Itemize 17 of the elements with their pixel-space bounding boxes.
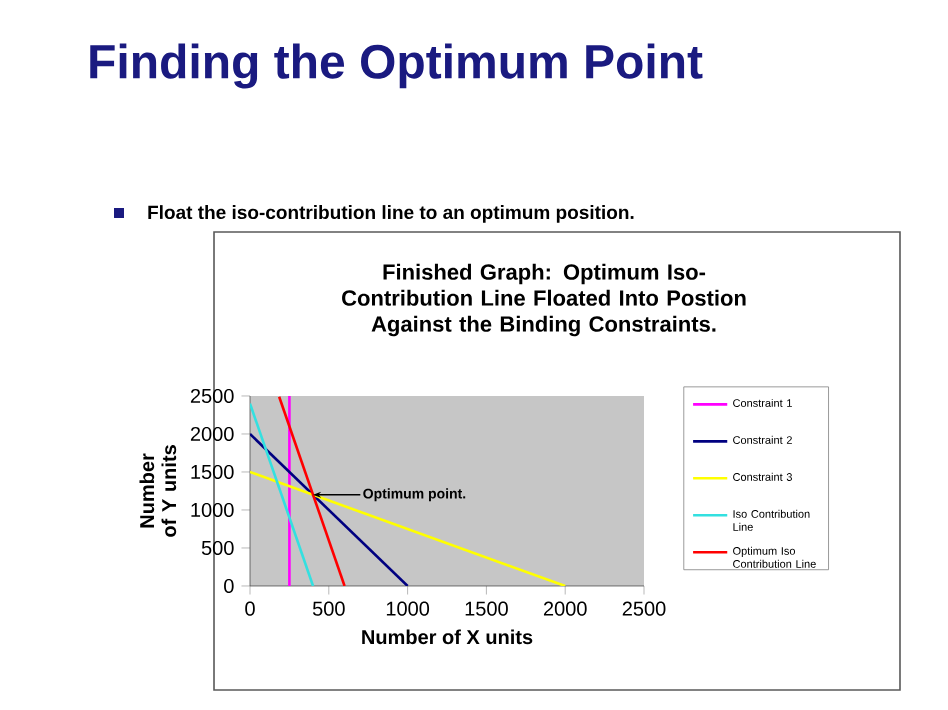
y-tick-label: 1500 [191, 464, 234, 480]
y-tick-label: 2000 [190, 426, 234, 442]
y-tick-label: 0 [224, 578, 234, 594]
x-tick-label: 2000 [543, 601, 587, 616]
chart-title: Finished Graph: Optimum Iso-Contribution Line Floated Into Postion Against the Binding Constraints. [342, 263, 746, 337]
y-tick-label: 1000 [191, 502, 234, 518]
x-tick-label: 2500 [622, 601, 666, 616]
y-axis-title: Number of Y units [139, 445, 177, 537]
text: Finding the Optimum Point [90, 43, 703, 89]
text: Float the iso-contribution line to an optimum position. [148, 205, 634, 223]
x-tick-label: 500 [312, 601, 345, 616]
y-tick-label: 2500 [190, 388, 234, 404]
x-tick-label: 1000 [386, 601, 430, 616]
x-tick-label: 0 [245, 601, 255, 616]
x-axis-title: Number of X units [362, 629, 533, 645]
x-tick-label: 1500 [465, 601, 508, 616]
y-tick-label: 500 [201, 540, 234, 556]
